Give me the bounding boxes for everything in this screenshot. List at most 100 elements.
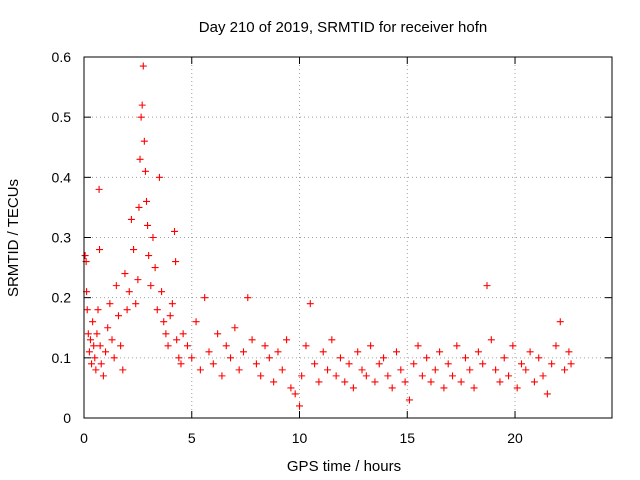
x-tick-label: 20 (507, 430, 523, 446)
data-point (235, 366, 243, 374)
data-point (160, 318, 168, 326)
data-point (142, 197, 150, 205)
data-point (513, 384, 521, 392)
x-tick-label: 10 (292, 430, 308, 446)
data-point (218, 372, 226, 380)
data-point (444, 360, 452, 368)
data-point (94, 306, 102, 314)
data-point (214, 330, 222, 338)
data-point (552, 342, 560, 350)
data-point (505, 372, 513, 380)
data-point (172, 258, 180, 266)
data-point (479, 360, 487, 368)
data-point (517, 360, 525, 368)
data-point (392, 348, 400, 356)
data-point (362, 372, 370, 380)
data-points (81, 62, 575, 410)
chart-title: Day 210 of 2019, SRMTID for receiver hof… (199, 19, 487, 36)
data-point (453, 342, 461, 350)
data-point (265, 354, 273, 362)
data-point (188, 354, 196, 362)
data-point (139, 62, 147, 70)
data-point (354, 348, 362, 356)
data-point (96, 342, 104, 350)
data-point (153, 306, 161, 314)
data-point (418, 372, 426, 380)
data-point (270, 378, 278, 386)
data-point (244, 294, 252, 302)
data-point (123, 306, 131, 314)
data-point (127, 215, 135, 223)
data-point (341, 378, 349, 386)
data-point (231, 324, 239, 332)
data-point (324, 366, 332, 374)
data-point (436, 348, 444, 356)
data-point (222, 342, 230, 350)
data-point (311, 360, 319, 368)
data-point (414, 342, 422, 350)
data-point (132, 300, 140, 308)
data-point (173, 336, 181, 344)
y-tick-label: 0.3 (52, 230, 72, 246)
data-point (97, 360, 105, 368)
data-point (548, 360, 556, 368)
axis-ticks: 0 0.1 0.2 0.3 0.4 0.5 0.6 0 5 10 15 20 (52, 49, 612, 446)
data-point (149, 234, 157, 241)
data-point (358, 366, 366, 374)
data-point (88, 360, 96, 368)
data-point (183, 342, 191, 350)
data-point (565, 348, 573, 356)
y-tick-label: 0.6 (52, 49, 72, 65)
data-point (175, 354, 183, 362)
data-point (130, 246, 138, 254)
data-point (106, 300, 114, 308)
y-tick-label: 0 (63, 410, 71, 426)
data-point (117, 342, 125, 350)
data-point (158, 288, 166, 296)
data-point (397, 366, 405, 374)
data-point (522, 366, 530, 374)
data-point (423, 354, 431, 362)
data-point (177, 360, 185, 368)
x-axis-title: GPS time / hours (287, 458, 401, 475)
data-point (134, 276, 142, 284)
data-point (196, 366, 204, 374)
data-point (328, 336, 336, 344)
data-point (287, 384, 295, 392)
y-tick-label: 0.2 (52, 290, 72, 306)
data-point (291, 390, 299, 398)
data-point (302, 342, 310, 350)
data-point (108, 336, 116, 344)
data-point (137, 113, 145, 121)
data-point (112, 282, 120, 290)
data-point (104, 324, 112, 332)
data-point (95, 185, 103, 193)
data-point (278, 366, 286, 374)
data-point (205, 348, 213, 356)
data-point (144, 221, 152, 229)
data-point (179, 330, 187, 338)
data-point (138, 101, 146, 109)
data-point (509, 342, 517, 350)
data-point (89, 318, 97, 326)
data-point (171, 227, 179, 235)
data-point (380, 354, 388, 362)
data-point (319, 348, 327, 356)
x-tick-label: 0 (80, 430, 88, 446)
data-point (336, 354, 344, 362)
data-point (168, 300, 176, 308)
data-point (561, 366, 569, 374)
data-point (457, 378, 465, 386)
data-point (85, 348, 93, 356)
data-point (99, 372, 107, 380)
data-point (530, 378, 538, 386)
x-tick-label: 5 (188, 430, 196, 446)
data-point (86, 336, 94, 344)
data-point (405, 396, 413, 404)
data-point (496, 378, 504, 386)
data-point (535, 354, 543, 362)
data-point (136, 155, 144, 163)
data-point (367, 342, 375, 350)
y-tick-label: 0.4 (52, 169, 72, 185)
data-point (427, 378, 435, 386)
